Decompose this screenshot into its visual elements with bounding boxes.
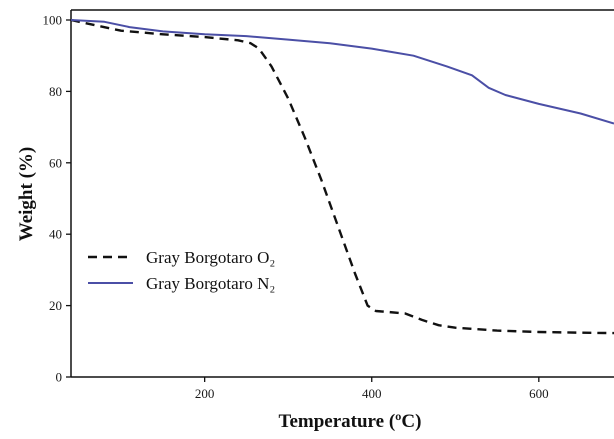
series-line-o2 (70, 18, 614, 335)
y-tick-label: 100 (43, 13, 63, 28)
y-tick-label: 60 (49, 155, 62, 170)
x-tick-label: 400 (362, 386, 382, 401)
x-tick-label: 600 (529, 386, 549, 401)
y-tick-label: 80 (49, 84, 62, 99)
y-ticks: 0 20 40 60 80 100 (43, 13, 71, 385)
y-tick-label: 20 (49, 298, 62, 313)
x-tick-label: 200 (195, 386, 215, 401)
plot-frame (70, 9, 614, 378)
x-axis-title: Temperature (ºC) (279, 411, 422, 432)
series-layer (70, 18, 614, 335)
y-tick-label: 0 (56, 370, 63, 385)
y-tick-label: 40 (49, 227, 62, 242)
legend-label-n2: Gray Borgotaro N₂ (146, 274, 275, 293)
legend-label-o2: Gray Borgotaro O₂ (146, 248, 275, 267)
series-line-n2 (70, 19, 614, 125)
x-ticks: 200 400 600 (195, 377, 549, 401)
legend: Gray Borgotaro O₂ Gray Borgotaro N₂ (88, 248, 275, 293)
y-axis-title: Weight (%) (16, 147, 37, 241)
